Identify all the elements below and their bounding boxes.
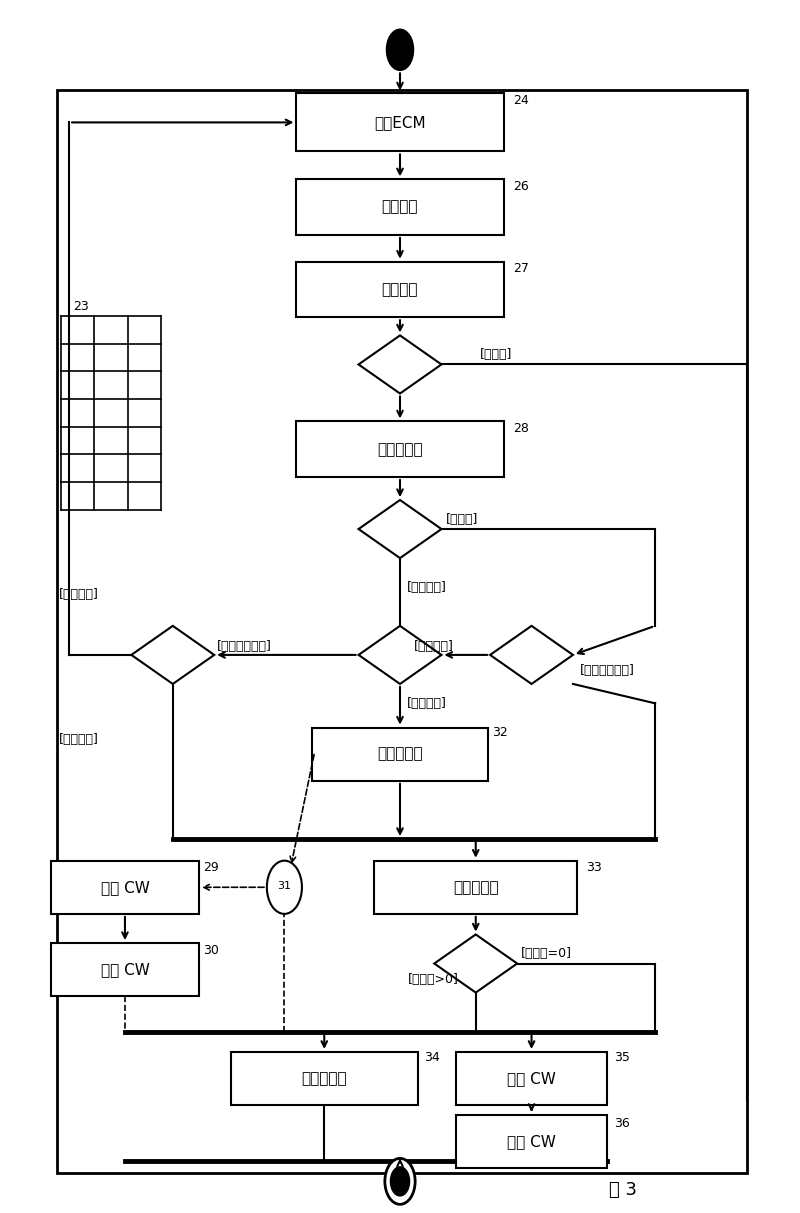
Polygon shape [131,626,214,684]
Text: 返回 CW: 返回 CW [507,1134,556,1149]
Text: 识别产品: 识别产品 [382,200,418,215]
Text: [全部到期]: [全部到期] [406,696,446,710]
Text: 检验计数器: 检验计数器 [453,879,498,895]
Text: 返回 CW: 返回 CW [101,962,150,976]
Circle shape [385,1158,415,1205]
FancyBboxPatch shape [51,943,198,996]
Circle shape [390,1167,410,1196]
Polygon shape [358,626,442,684]
Text: 36: 36 [614,1117,630,1129]
Text: [计数器>0]: [计数器>0] [408,973,459,986]
Text: [并非全部到期]: [并非全部到期] [217,640,271,653]
Text: 检验权利: 检验权利 [382,281,418,297]
FancyBboxPatch shape [296,180,504,235]
Text: 34: 34 [424,1052,440,1065]
Circle shape [267,861,302,913]
Text: 32: 32 [492,725,507,739]
FancyBboxPatch shape [374,861,578,913]
Text: [计数器=0]: [计数器=0] [521,947,572,961]
Text: 31: 31 [278,881,291,892]
FancyBboxPatch shape [296,262,504,318]
Text: [正常模式]: [正常模式] [406,581,446,593]
Text: [产品有效]: [产品有效] [58,733,98,746]
FancyBboxPatch shape [456,1115,607,1168]
Text: 35: 35 [614,1052,630,1065]
Polygon shape [434,934,517,992]
Text: [产品到期]: [产品到期] [58,588,98,600]
Text: 24: 24 [514,95,529,107]
Text: [宽限期]: [宽限期] [446,513,478,526]
Polygon shape [490,626,573,684]
Circle shape [386,29,414,70]
Text: 33: 33 [586,861,602,875]
Text: 26: 26 [514,180,529,193]
Text: 图 3: 图 3 [610,1180,638,1198]
Text: 检验有效性: 检验有效性 [377,442,423,456]
Text: 解密 CW: 解密 CW [101,879,150,895]
Text: [并非全部有效]: [并非全部有效] [580,665,635,677]
FancyBboxPatch shape [296,421,504,477]
Text: [全部有效]: [全部有效] [414,640,454,653]
FancyBboxPatch shape [456,1052,607,1105]
FancyBboxPatch shape [312,728,488,781]
Text: 设置计数器: 设置计数器 [377,747,423,762]
Text: 29: 29 [203,861,219,875]
Text: 27: 27 [514,262,529,275]
Text: 30: 30 [203,944,219,957]
Text: 递减计数器: 递减计数器 [302,1071,347,1086]
FancyBboxPatch shape [230,1052,418,1105]
Text: [不存在]: [不存在] [480,348,512,361]
FancyBboxPatch shape [296,93,504,152]
FancyBboxPatch shape [51,861,198,913]
Text: 解密 CW: 解密 CW [507,1071,556,1086]
Polygon shape [358,336,442,393]
Text: 28: 28 [514,422,529,435]
Text: 23: 23 [73,300,89,313]
Text: 接收ECM: 接收ECM [374,115,426,130]
Polygon shape [358,500,442,558]
